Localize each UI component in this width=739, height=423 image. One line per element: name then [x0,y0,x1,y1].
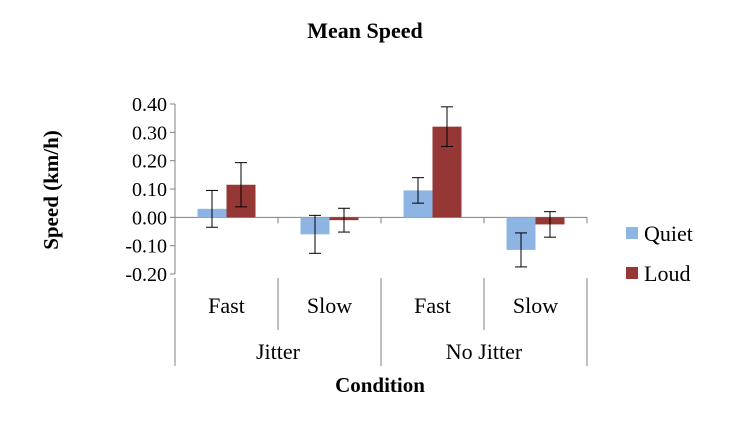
legend-swatch-quiet [626,227,638,239]
category-label: Fast [208,293,245,318]
category-label: Fast [414,293,451,318]
group-label: No Jitter [446,339,523,364]
category-label: Slow [513,293,558,318]
y-tick-label: 0.40 [132,94,167,116]
chart-title: Mean Speed [307,18,423,43]
legend-label-quiet: Quiet [644,221,693,246]
group-label: Jitter [256,339,301,364]
plot-area: 0.40 0.30 0.20 0.10 0.00 -0.10 -0.20 Fast Slow Fa… [125,94,588,366]
legend-swatch-loud [626,267,638,279]
y-tick-label: 0.00 [132,207,167,229]
x-axis-title: Condition [335,373,425,397]
y-tick-label: 0.30 [132,122,167,144]
legend-label-loud: Loud [644,261,690,286]
legend: Quiet Loud [626,221,693,286]
y-tick-label: 0.10 [132,179,167,201]
y-tick-label: -0.10 [125,236,167,258]
y-tick-label: -0.20 [125,264,167,286]
category-label: Slow [307,293,352,318]
y-tick-label: 0.20 [132,151,167,173]
y-axis-title: Speed (km/h) [39,130,63,250]
